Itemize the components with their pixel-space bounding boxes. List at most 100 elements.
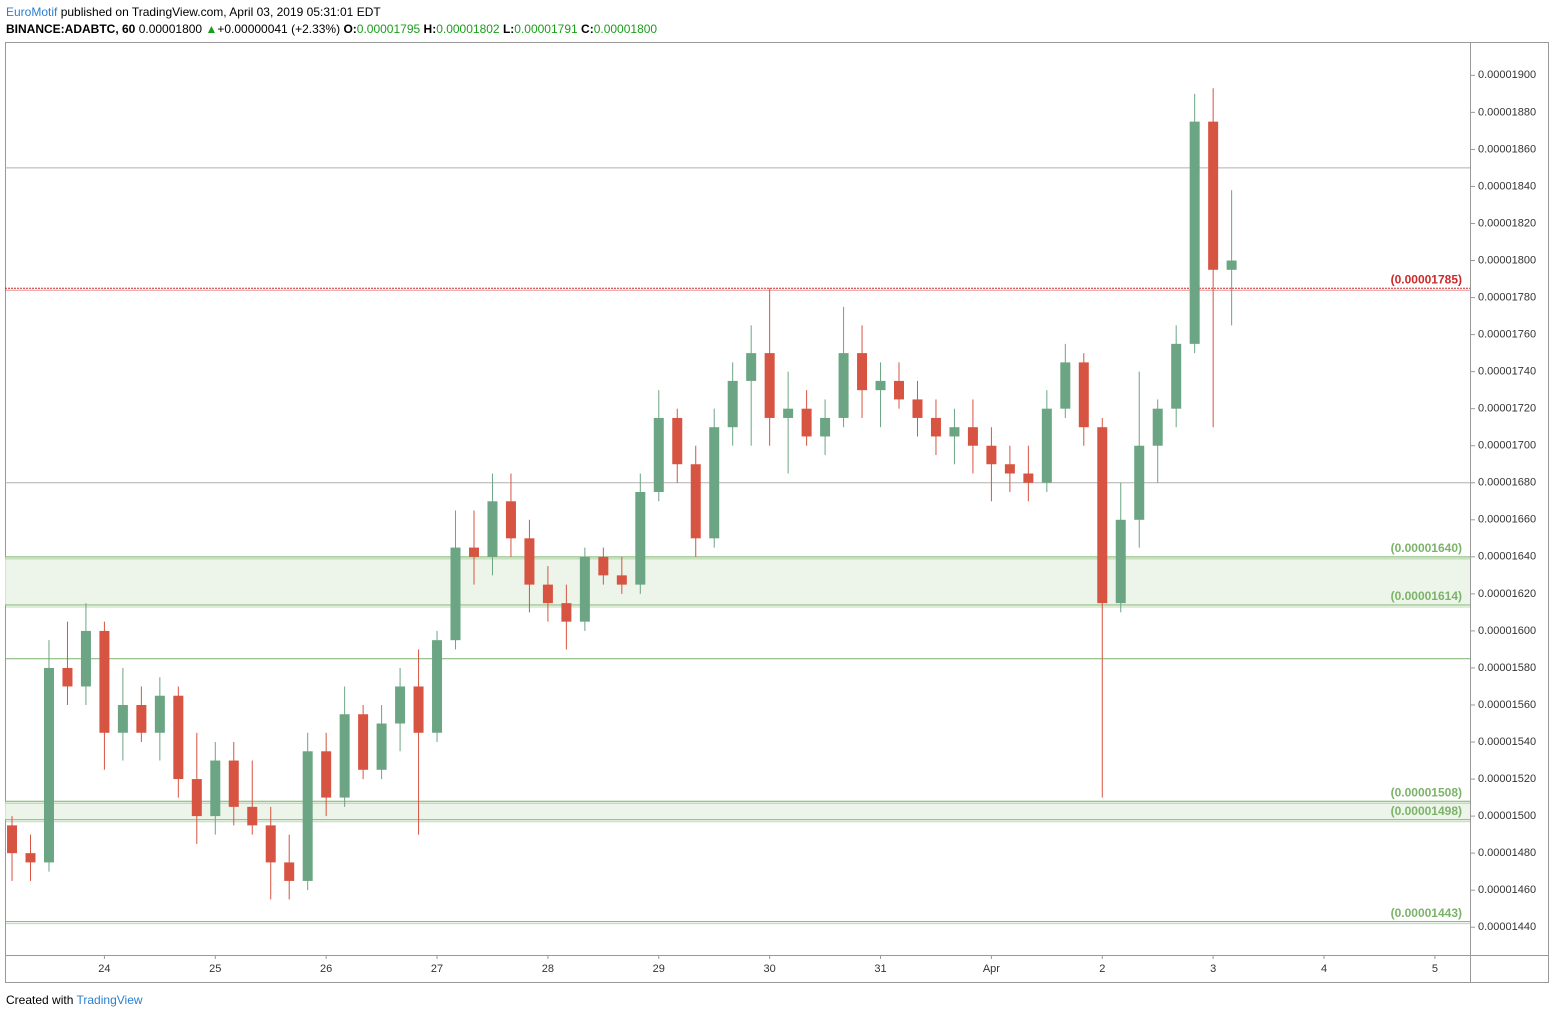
candle-body (727, 380, 738, 428)
candle-body (579, 556, 590, 622)
y-tick-label: 0.00001560 (1478, 699, 1536, 711)
y-tick-label: 0.00001640 (1478, 551, 1536, 563)
y-tick-label: 0.00001800 (1478, 254, 1536, 266)
last: 0.00001800 (138, 22, 203, 36)
open: 0.00001795 (356, 22, 421, 36)
candle-body (820, 417, 831, 437)
created-with: Created with (6, 993, 74, 1007)
candle-body (228, 760, 239, 807)
x-tick-label: 30 (764, 963, 776, 975)
candle-body (395, 686, 406, 724)
candle-body (561, 603, 572, 622)
y-tick-label: 0.00001660 (1478, 514, 1536, 526)
candle-body (376, 723, 387, 770)
x-tick-label: 4 (1321, 963, 1327, 975)
candle-body (339, 714, 350, 798)
change: +0.00000041 (+2.33%) (217, 22, 341, 36)
candle-body (7, 825, 18, 854)
published: published on TradingView.com, April 03, … (60, 5, 381, 19)
candle-body (912, 399, 923, 418)
candle-body (321, 751, 332, 798)
candle-body (1078, 362, 1089, 428)
low-label: L: (502, 22, 515, 36)
candle-body (284, 862, 295, 881)
y-tick-label: 0.00001460 (1478, 884, 1536, 896)
level-label: (0.00001785) (1391, 272, 1462, 286)
candle-body (986, 445, 997, 465)
level-label: (0.00001498) (1391, 804, 1462, 818)
candle-body (154, 695, 165, 733)
x-tick-label: 25 (209, 963, 221, 975)
candle-body (967, 427, 978, 446)
candle-body (894, 380, 905, 400)
candle-body (801, 408, 812, 437)
y-tick-label: 0.00001580 (1478, 662, 1536, 674)
candle-body (1208, 121, 1219, 270)
x-tick-label: 27 (431, 963, 443, 975)
candle-body (746, 353, 757, 381)
candle-body (302, 751, 313, 881)
x-tick-label: 24 (98, 963, 110, 975)
candle-body (210, 760, 221, 817)
y-tick-label: 0.00001600 (1478, 625, 1536, 637)
y-tick-label: 0.00001520 (1478, 773, 1536, 785)
y-tick-label: 0.00001860 (1478, 143, 1536, 155)
y-tick-label: 0.00001500 (1478, 810, 1536, 822)
candle-body (1115, 519, 1126, 604)
x-tick-label: 28 (542, 963, 554, 975)
candle-body (1152, 408, 1163, 446)
y-tick-label: 0.00001880 (1478, 106, 1536, 118)
zone (5, 801, 1470, 820)
y-tick-label: 0.00001760 (1478, 329, 1536, 341)
x-tick-label: 31 (874, 963, 886, 975)
x-tick-label: 3 (1210, 963, 1216, 975)
frame (5, 42, 1549, 983)
candle-body (413, 686, 424, 733)
x-tick-label: Apr (983, 963, 1000, 975)
close-label: C: (581, 22, 594, 36)
candle-body (468, 547, 479, 557)
candle-body (191, 779, 202, 817)
candle-body (1004, 464, 1015, 474)
candle-body (524, 538, 535, 585)
candle-body (1189, 121, 1200, 344)
candle-body (1060, 362, 1071, 409)
candle-body (1023, 473, 1034, 483)
candle-body (690, 464, 701, 539)
level-label: (0.00001443) (1391, 906, 1462, 920)
candle-body (136, 704, 147, 733)
candle-body (1171, 343, 1182, 409)
candle-body (857, 353, 868, 391)
footer: Created with TradingView (6, 993, 143, 1007)
candle-body (62, 667, 73, 687)
level-label: (0.00001614) (1391, 589, 1462, 603)
candle-body (635, 492, 646, 585)
brand[interactable]: TradingView (76, 993, 143, 1007)
chart: 0.00001440 0.00001460 0.00001480 0.00001500… (5, 42, 1549, 983)
y-tick-label: 0.00001700 (1478, 440, 1536, 452)
y-tick-label: 0.00001820 (1478, 217, 1536, 229)
candle-body (542, 584, 553, 604)
high-label: H: (423, 22, 437, 36)
y-tick-label: 0.00001840 (1478, 180, 1536, 192)
close: 0.00001800 (593, 22, 658, 36)
header-line-1: EuroMotif published on TradingView.com, … (6, 5, 381, 19)
y-tick-label: 0.00001620 (1478, 588, 1536, 600)
zone (5, 556, 1470, 605)
y-tick-label: 0.00001540 (1478, 736, 1536, 748)
y-tick-label: 0.00001900 (1478, 69, 1536, 81)
candle-body (173, 695, 184, 780)
candle-body (672, 417, 683, 465)
candle-body (487, 501, 498, 557)
candle-body (432, 640, 443, 733)
arrow: ▲ (205, 22, 218, 36)
y-tick-label: 0.00001720 (1478, 403, 1536, 415)
candle-body (783, 408, 794, 418)
candle-body (616, 575, 627, 585)
y-tick-label: 0.00001780 (1478, 291, 1536, 303)
author[interactable]: EuroMotif (6, 5, 58, 19)
candle-body (709, 427, 720, 539)
x-tick-label: 2 (1099, 963, 1105, 975)
open-label: O: (343, 22, 357, 36)
